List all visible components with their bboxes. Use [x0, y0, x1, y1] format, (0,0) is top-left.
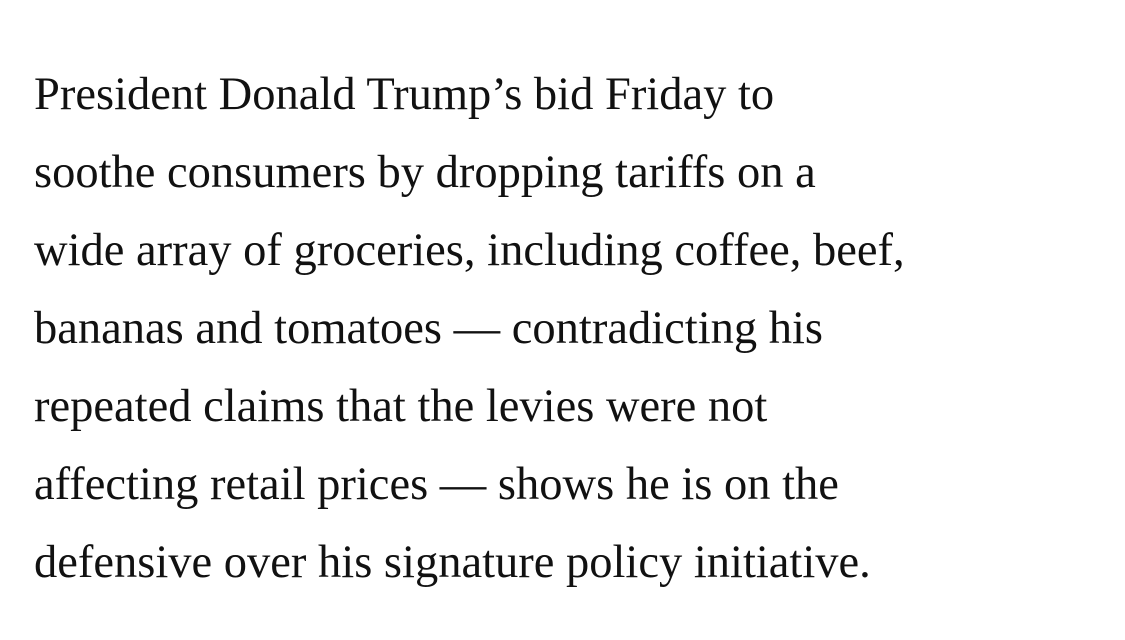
paragraph-line: bananas and tomatoes — contradicting his: [34, 303, 824, 354]
paragraph-line: defensive over his signature policy init…: [34, 537, 871, 588]
article-paragraph: President Donald Trump’s bid Friday to s…: [34, 56, 1114, 602]
paragraph-line: affecting retail prices — shows he is on…: [34, 459, 839, 510]
paragraph-line: President Donald Trump’s bid Friday to: [34, 69, 775, 120]
paragraph-line: soothe consumers by dropping tariffs on …: [34, 147, 816, 198]
paragraph-line: repeated claims that the levies were not: [34, 381, 768, 432]
paragraph-line: wide array of groceries, including coffe…: [34, 225, 905, 276]
